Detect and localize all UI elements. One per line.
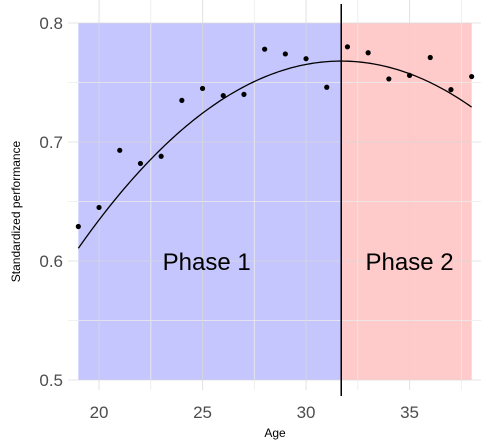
data-points — [75, 44, 475, 230]
data-point — [262, 46, 268, 52]
x-axis-tick-labels: 20 25 30 35 — [90, 403, 419, 422]
phase-labels: Phase 1 Phase 2 — [163, 249, 454, 276]
x-tick-label: 20 — [90, 403, 109, 422]
x-tick-label: 35 — [400, 403, 419, 422]
data-point — [303, 56, 309, 62]
fit-curve — [77, 60, 473, 249]
data-point — [96, 204, 102, 211]
data-point — [137, 160, 144, 167]
major-gridlines — [68, 0, 481, 390]
data-point — [158, 153, 164, 159]
x-tick-label: 30 — [297, 403, 316, 422]
minor-gridlines — [68, 0, 481, 390]
data-point — [344, 44, 351, 50]
data-point — [386, 76, 392, 82]
data-point — [220, 92, 226, 99]
phase-label-2: Phase 2 — [366, 249, 454, 276]
phase-label-1: Phase 1 — [163, 249, 251, 276]
y-axis-title: Standardized performance — [9, 140, 23, 282]
data-point — [75, 223, 81, 230]
data-point — [365, 50, 371, 56]
y-axis-tick-labels: 0.5 0.6 0.7 0.8 — [39, 14, 63, 390]
data-point — [117, 147, 123, 153]
y-tick-label: 0.6 — [39, 252, 63, 271]
data-point — [179, 97, 185, 103]
data-point — [427, 54, 433, 61]
y-tick-label: 0.5 — [39, 371, 63, 390]
x-axis-title: Age — [264, 426, 286, 440]
x-tick-label: 25 — [193, 403, 212, 422]
data-point — [469, 73, 475, 80]
data-point — [406, 72, 413, 78]
data-point — [241, 91, 247, 97]
data-point — [199, 85, 206, 92]
fit-curve-layer — [77, 60, 473, 249]
data-point — [282, 51, 288, 57]
data-point — [448, 87, 454, 93]
data-point — [324, 84, 330, 90]
y-tick-label: 0.7 — [39, 133, 63, 152]
y-tick-label: 0.8 — [39, 14, 63, 33]
